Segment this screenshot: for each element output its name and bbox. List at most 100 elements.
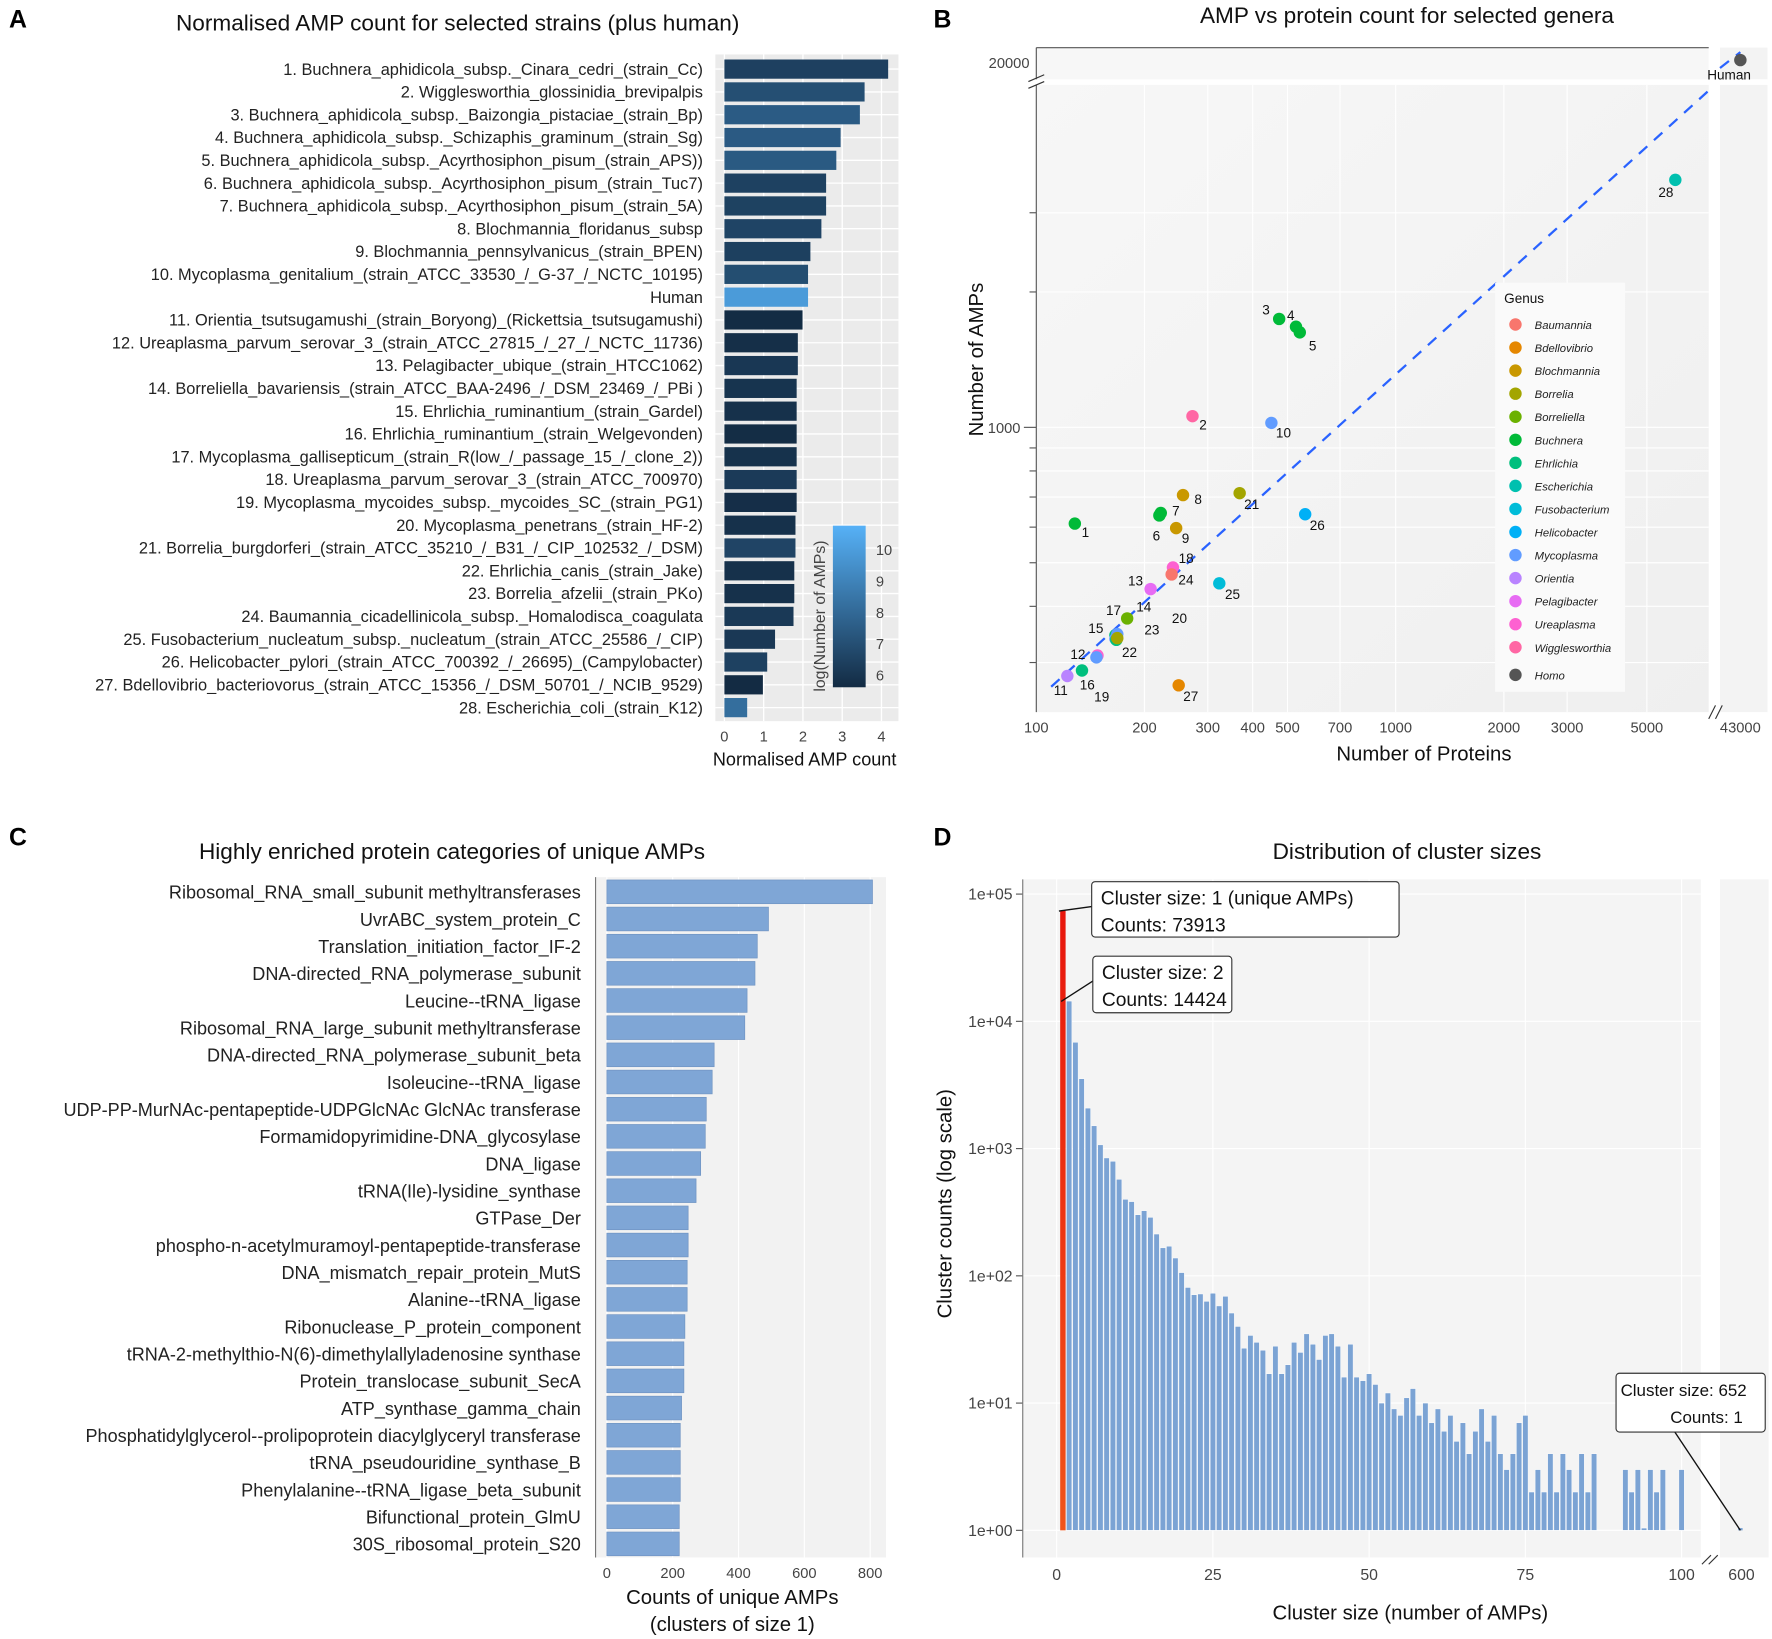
panel-label-d: D [933, 823, 951, 851]
legend-label: Borreliella [1535, 412, 1585, 424]
legend-swatch [1509, 456, 1522, 470]
bar [1628, 1491, 1635, 1531]
bar [724, 105, 860, 125]
x-tick-label: 300 [1196, 720, 1221, 736]
bar [1478, 1408, 1485, 1531]
bar [1084, 1107, 1091, 1531]
annotation-line2: Counts: 1 [1670, 1408, 1743, 1427]
x-tick-label: 2000 [1488, 720, 1521, 736]
point-label: 10 [1276, 426, 1291, 441]
bar [1341, 1376, 1348, 1531]
x-tick-label: 0 [1052, 1567, 1061, 1584]
data-point [1172, 679, 1185, 692]
bar [1584, 1491, 1591, 1531]
bar [1534, 1469, 1541, 1531]
annotation-box [1615, 1372, 1766, 1433]
trend-line [1719, 51, 1742, 69]
panel-label-a: A [9, 5, 27, 33]
category-label: UvrABC_system_protein_C [360, 910, 581, 931]
panel-label-b: B [933, 5, 951, 33]
bar [1066, 1000, 1073, 1531]
x-tick-label: 100 [1668, 1567, 1695, 1584]
data-point [1061, 669, 1074, 683]
bar [606, 1314, 686, 1339]
bar [1291, 1342, 1298, 1531]
bar [1197, 1293, 1204, 1531]
annotation-box [1091, 881, 1400, 938]
category-label: Isoleucine--tRNA_ligase [387, 1073, 581, 1094]
point-label: 26 [1310, 518, 1325, 533]
bar [1178, 1272, 1185, 1531]
y-tick-label: 1e+01 [968, 1396, 1013, 1413]
legend-swatch [1509, 594, 1522, 608]
y-axis-label: Cluster counts (log scale) [935, 1089, 957, 1318]
x-axis-label: Counts of unique AMPs [626, 1587, 838, 1609]
bar [1528, 1491, 1535, 1531]
point-label: 12 [1070, 647, 1085, 662]
category-label: 10. Mycoplasma_genitalium_(strain_ATCC_3… [151, 266, 703, 284]
bar [606, 1395, 682, 1421]
data-point [1272, 312, 1286, 326]
data-point [1265, 416, 1278, 430]
legend-swatch [1509, 479, 1522, 493]
x-tick-label: 25 [1204, 1567, 1222, 1584]
plot-background-break [1720, 84, 1768, 713]
bar [606, 961, 756, 986]
category-label: 7. Buchnera_aphidicola_subsp._Acyrthosip… [220, 198, 703, 216]
bar [1397, 1415, 1404, 1531]
bar [724, 333, 798, 353]
bar [1347, 1344, 1354, 1531]
colorbar-title: log(Number of AMPs) [812, 541, 829, 692]
bar [1278, 1373, 1285, 1531]
bar [724, 424, 797, 444]
bar [1497, 1453, 1504, 1531]
bar [1228, 1312, 1235, 1531]
category-label: 16. Ehrlichia_ruminantium_(strain_Welgev… [345, 426, 703, 444]
category-label: Translation_initiation_factor_IF-2 [318, 937, 581, 958]
category-label: 9. Blochmannia_pennsylvanicus_(strain_BP… [355, 243, 703, 261]
category-label: phospho-n-acetylmuramoyl-pentapeptide-tr… [156, 1236, 581, 1256]
bar [724, 173, 827, 193]
data-point [1293, 326, 1307, 339]
legend-swatch [1509, 668, 1522, 682]
annotation-leader-line [1058, 905, 1092, 912]
category-label: DNA_ligase [485, 1154, 580, 1175]
x-tick-label: 5000 [1631, 720, 1664, 736]
bar [724, 538, 796, 558]
point-label: 5 [1309, 338, 1317, 353]
data-point [1165, 568, 1178, 581]
bar [606, 1259, 688, 1285]
bar [1166, 1245, 1173, 1531]
bar [1134, 1214, 1141, 1531]
bar [724, 150, 837, 170]
bar [724, 196, 827, 216]
bar [606, 1450, 681, 1475]
x-axis-label-line2: (clusters of size 1) [650, 1614, 815, 1636]
x-tick-label: 600 [1728, 1567, 1755, 1584]
bar [724, 82, 865, 102]
category-label: Alanine--tRNA_ligase [408, 1290, 581, 1311]
x-tick-label: 800 [858, 1566, 883, 1582]
bar [724, 469, 797, 490]
bar [606, 1096, 707, 1122]
bar [606, 1287, 688, 1312]
panel-c-chart: Highly enriched protein categories of un… [63, 839, 886, 1636]
point-label: 15 [1088, 621, 1103, 636]
x-tick-label: 200 [660, 1566, 685, 1582]
data-point [1154, 506, 1167, 520]
category-label: ATP_synthase_gamma_chain [341, 1399, 581, 1420]
category-label: tRNA_pseudouridine_synthase_B [310, 1453, 581, 1474]
bar [724, 378, 797, 398]
category-label: Ribonuclease_P_protein_component [284, 1317, 581, 1338]
legend-swatch [1509, 341, 1522, 354]
bar [1403, 1397, 1410, 1531]
data-point [1734, 53, 1747, 67]
data-point [1144, 582, 1157, 596]
point-label: 20 [1172, 611, 1187, 626]
x-tick-label: 2 [799, 730, 807, 746]
bar [724, 515, 796, 535]
legend-label: Ureaplasma [1535, 620, 1596, 632]
x-tick-label: 400 [726, 1566, 751, 1582]
annotation-line1: Cluster size: 1 (unique AMPs) [1101, 888, 1354, 909]
panel-d-chart: Distribution of cluster sizes 1e+00 1e+01 1… [935, 839, 1769, 1625]
